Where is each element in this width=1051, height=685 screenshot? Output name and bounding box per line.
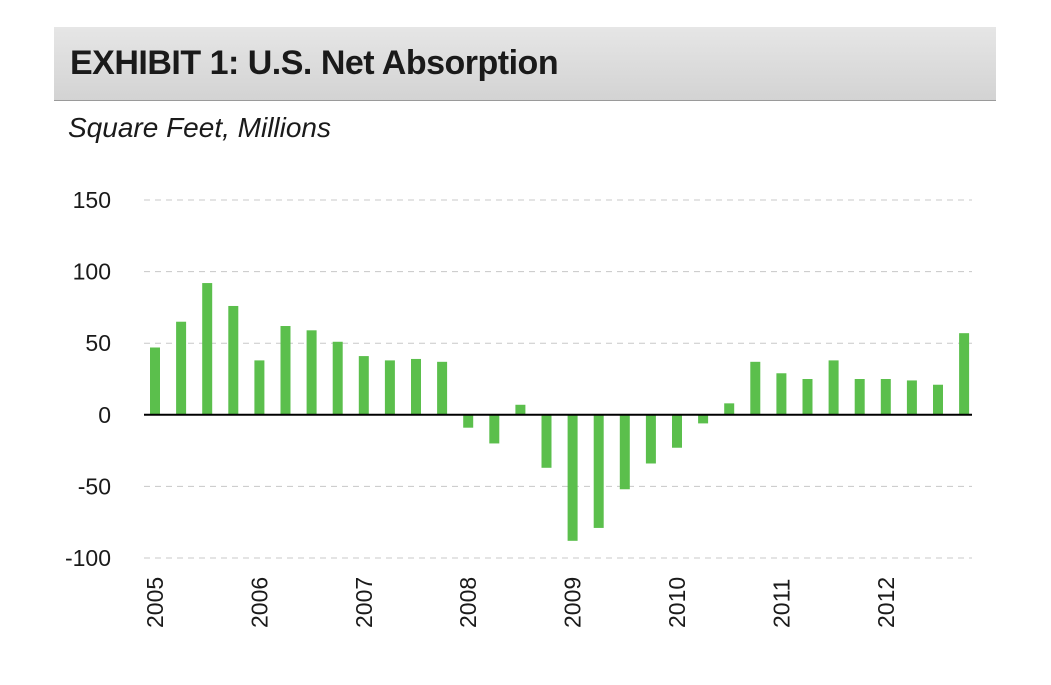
x-year-label: 2012 bbox=[873, 577, 899, 628]
bar-2007-q4 bbox=[437, 361, 448, 415]
chart-title: EXHIBIT 1: U.S. Net Absorption bbox=[70, 44, 559, 82]
bar-2009-q2 bbox=[593, 414, 604, 528]
bar-2008-q2 bbox=[489, 414, 500, 444]
bar-2010-q4 bbox=[750, 361, 761, 415]
bar-2008-q4 bbox=[541, 414, 552, 468]
bar-2005-q3 bbox=[202, 283, 213, 415]
bar-2009-q4 bbox=[645, 414, 656, 464]
y-tick-label: 100 bbox=[73, 259, 111, 285]
bar-2010-q3 bbox=[724, 403, 735, 415]
bar-2006-q3 bbox=[306, 330, 317, 415]
bar-2007-q3 bbox=[411, 358, 421, 415]
bar-2011-q3 bbox=[828, 360, 839, 415]
bar-2009-q1 bbox=[567, 414, 578, 541]
bar-2011-q4 bbox=[854, 379, 865, 415]
bar-2008-q3 bbox=[515, 404, 526, 415]
y-tick-label: 150 bbox=[73, 187, 111, 213]
bar-2012-q1 bbox=[880, 379, 891, 415]
x-year-label: 2005 bbox=[142, 577, 168, 628]
axes: 150 100 50 0 -50 -100 2005 2006 2007 2008 2009 2010… bbox=[65, 187, 972, 628]
y-tick-label: -100 bbox=[65, 545, 111, 571]
gridlines bbox=[144, 199, 972, 559]
bar-2005-q1 bbox=[150, 347, 160, 415]
bar-2007-q2 bbox=[384, 360, 395, 415]
chart-subtitle: Square Feet, Millions bbox=[68, 112, 332, 143]
y-tick-label: 0 bbox=[98, 402, 111, 428]
y-tick-label: 50 bbox=[85, 330, 111, 356]
bar-2011-q1 bbox=[776, 373, 787, 415]
bar-2005-q2 bbox=[176, 321, 187, 415]
bar-2006-q2 bbox=[280, 326, 291, 415]
bar-2011-q2 bbox=[802, 379, 813, 415]
bar-2012-q3 bbox=[933, 384, 943, 415]
bar-2009-q3 bbox=[619, 414, 630, 490]
bar-2012-q2 bbox=[906, 380, 917, 415]
bar-2005-q4 bbox=[228, 305, 239, 415]
bars bbox=[150, 283, 970, 541]
y-tick-label: -50 bbox=[78, 473, 111, 499]
bar-2006-q1 bbox=[254, 360, 265, 415]
bar-2007-q1 bbox=[358, 356, 369, 415]
x-year-label: 2007 bbox=[351, 577, 377, 628]
x-year-label: 2009 bbox=[560, 577, 586, 628]
x-year-label: 2010 bbox=[664, 577, 690, 628]
bar-2006-q4 bbox=[332, 341, 343, 415]
x-year-label: 2006 bbox=[246, 577, 272, 628]
x-year-label: 2008 bbox=[455, 577, 481, 628]
exhibit-header: EXHIBIT 1: U.S. Net Absorption bbox=[54, 27, 996, 101]
bar-2010-q1 bbox=[672, 414, 682, 448]
bar-2012-q4 bbox=[959, 333, 970, 415]
bar-2010-q2 bbox=[698, 414, 709, 424]
x-year-label: 2011 bbox=[768, 579, 794, 628]
bar-2008-q1 bbox=[463, 414, 474, 428]
